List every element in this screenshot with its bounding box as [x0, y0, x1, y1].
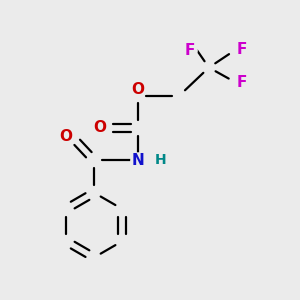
Circle shape [131, 153, 146, 168]
Circle shape [182, 43, 197, 58]
Text: O: O [93, 120, 106, 135]
Text: O: O [132, 82, 145, 97]
Text: N: N [132, 153, 145, 168]
Text: O: O [59, 129, 72, 144]
Circle shape [235, 75, 249, 90]
Circle shape [131, 82, 146, 96]
Text: F: F [184, 43, 195, 58]
Text: F: F [237, 75, 247, 90]
Circle shape [235, 43, 249, 57]
Text: H: H [154, 153, 166, 167]
Circle shape [92, 121, 107, 135]
Circle shape [58, 129, 73, 144]
Text: F: F [237, 42, 247, 57]
Circle shape [153, 153, 168, 168]
